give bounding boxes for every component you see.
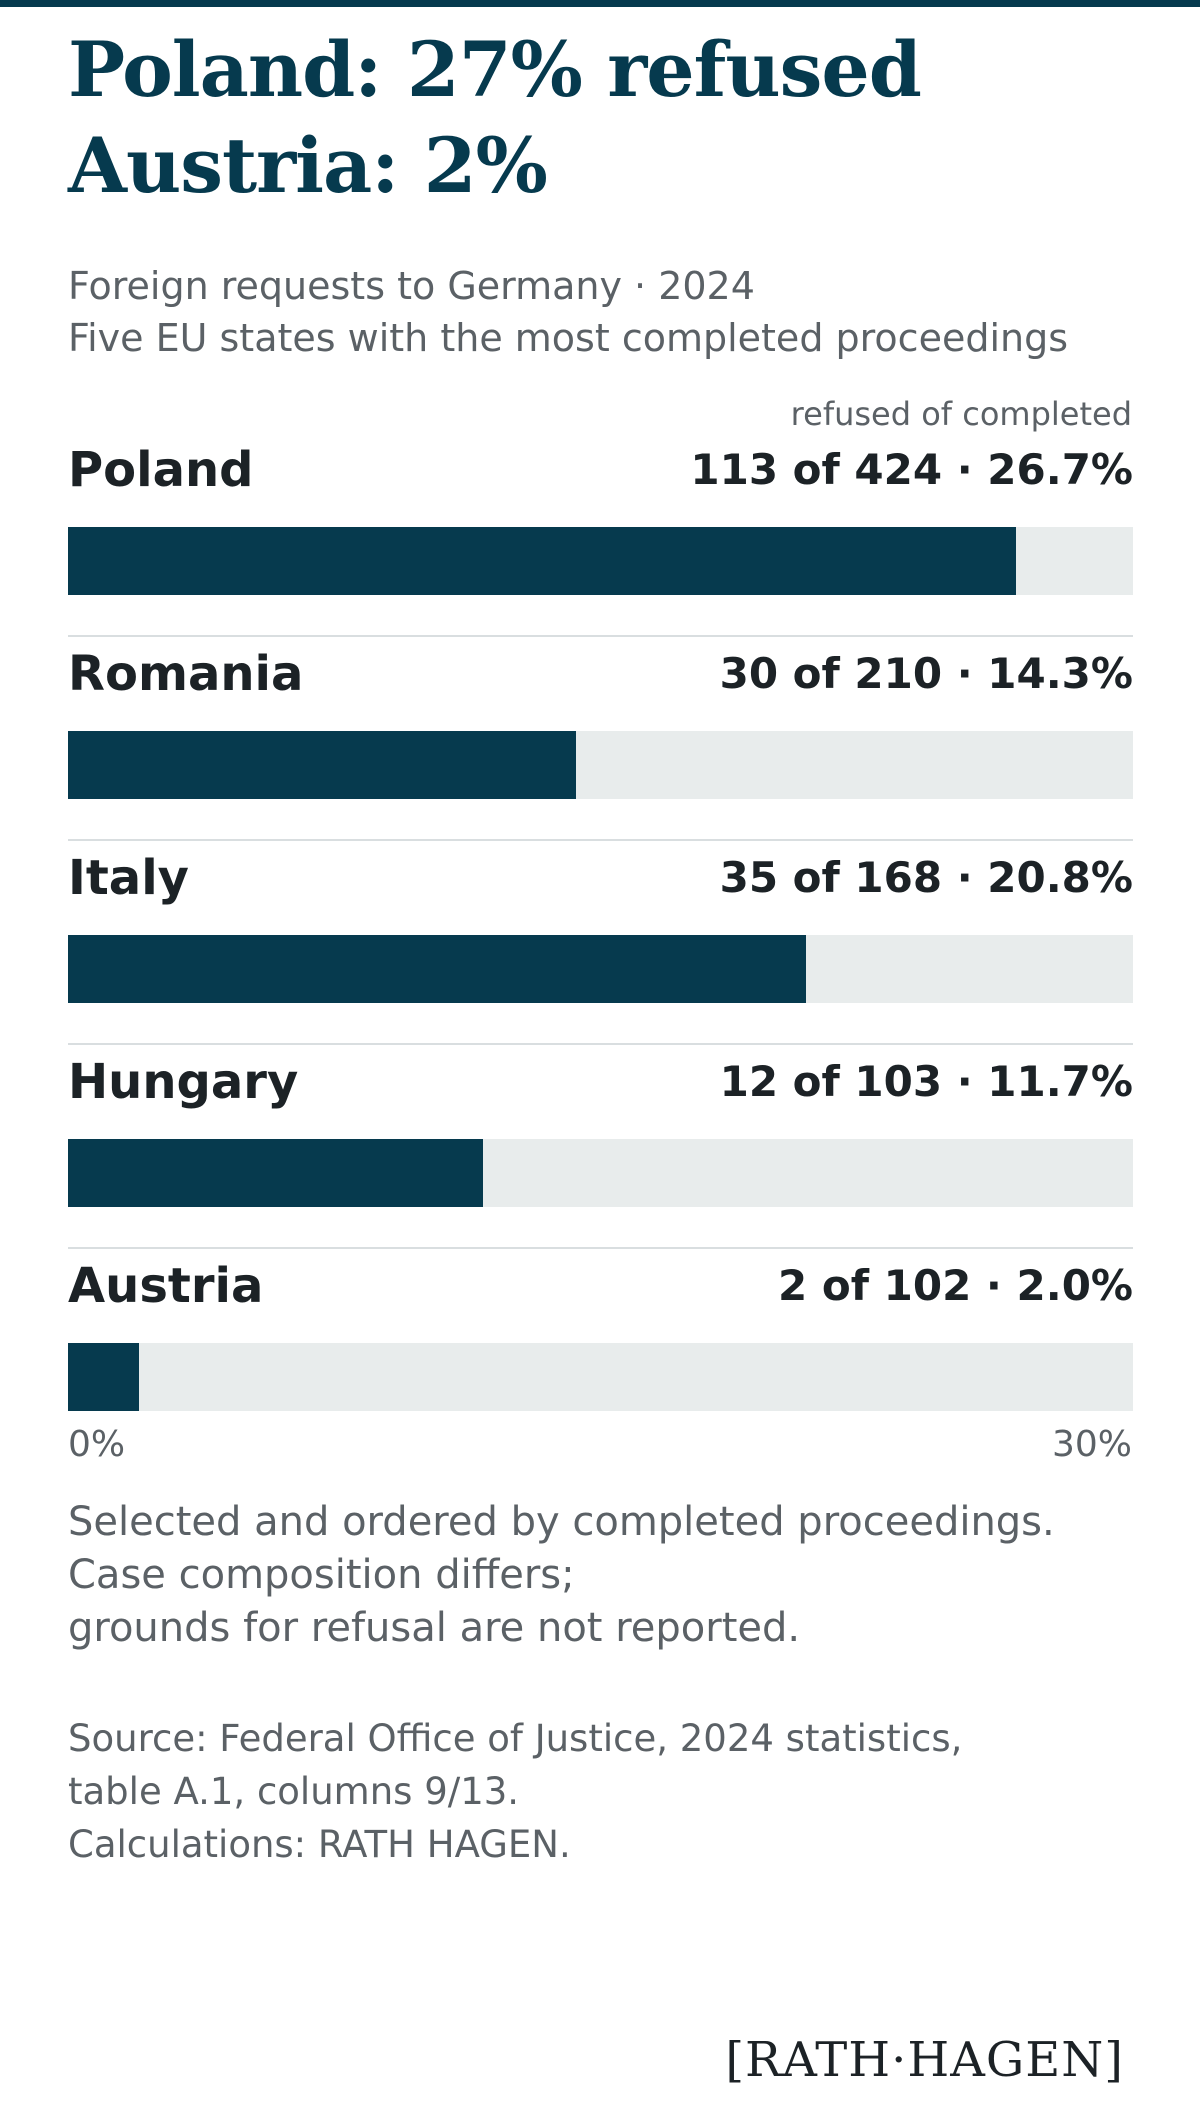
chart-row-italy: Italy 35 of 168 · 20.8% bbox=[68, 838, 1133, 1045]
value-label: 12 of 103 · 11.7% bbox=[719, 1057, 1133, 1106]
brand-logo: [RATH·HAGEN] bbox=[725, 2032, 1124, 2088]
category-label: Austria bbox=[68, 1258, 264, 1314]
source-line-2: table A.1, columns 9/13. bbox=[68, 1770, 520, 1813]
category-label: Italy bbox=[68, 850, 189, 906]
subtitle-line-2: Five EU states with the most completed p… bbox=[68, 316, 1069, 360]
value-label: 2 of 102 · 2.0% bbox=[778, 1261, 1133, 1310]
chart-row-austria: Austria 2 of 102 · 2.0% bbox=[68, 1246, 1133, 1450]
bar-poland bbox=[68, 527, 1016, 595]
row-divider bbox=[68, 635, 1133, 637]
axis-min-label: 0% bbox=[68, 1424, 126, 1465]
footnote-line-2: Case composition differs; bbox=[68, 1552, 575, 1598]
bar-hungary bbox=[68, 1139, 483, 1207]
chart-row-poland: Poland 113 of 424 · 26.7% bbox=[68, 430, 1133, 637]
headline-line-1: Poland: 27% refused bbox=[68, 25, 922, 114]
top-rule bbox=[0, 0, 1200, 7]
bar-track bbox=[68, 935, 1133, 1003]
source-line-3: Calculations: RATH HAGEN. bbox=[68, 1823, 571, 1866]
bar-chart: Poland 113 of 424 · 26.7% Romania 30 of 210… bbox=[68, 430, 1133, 1450]
source-line-1: Source: Federal Office of Justice, 2024 … bbox=[68, 1717, 963, 1760]
row-divider bbox=[68, 1247, 1133, 1249]
footnote-line-1: Selected and ordered by completed procee… bbox=[68, 1499, 1055, 1545]
axis-max-label: 30% bbox=[1051, 1424, 1132, 1465]
category-label: Hungary bbox=[68, 1054, 299, 1110]
bar-italy bbox=[68, 935, 806, 1003]
column-header: refused of completed bbox=[790, 395, 1132, 433]
value-label: 35 of 168 · 20.8% bbox=[719, 853, 1133, 902]
value-label: 113 of 424 · 26.7% bbox=[690, 445, 1133, 494]
chart-row-hungary: Hungary 12 of 103 · 11.7% bbox=[68, 1042, 1133, 1249]
subtitle-line-1: Foreign requests to Germany · 2024 bbox=[68, 264, 755, 308]
category-label: Poland bbox=[68, 442, 254, 498]
category-label: Romania bbox=[68, 646, 304, 702]
bar-austria bbox=[68, 1343, 139, 1411]
row-divider bbox=[68, 1043, 1133, 1045]
value-label: 30 of 210 · 14.3% bbox=[719, 649, 1133, 698]
row-divider bbox=[68, 839, 1133, 841]
footnote-line-3: grounds for refusal are not reported. bbox=[68, 1605, 801, 1651]
bar-track bbox=[68, 731, 1133, 799]
chart-row-romania: Romania 30 of 210 · 14.3% bbox=[68, 634, 1133, 841]
bar-track bbox=[68, 1343, 1133, 1411]
bar-track bbox=[68, 1139, 1133, 1207]
bar-track bbox=[68, 527, 1133, 595]
headline-line-2: Austria: 2% bbox=[68, 121, 548, 210]
bar-romania bbox=[68, 731, 576, 799]
